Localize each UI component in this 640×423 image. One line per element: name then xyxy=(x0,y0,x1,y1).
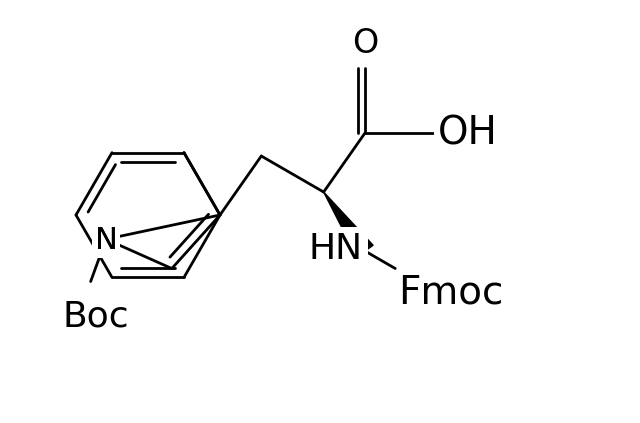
Text: OH: OH xyxy=(438,114,498,152)
Text: N: N xyxy=(95,226,117,255)
Polygon shape xyxy=(324,192,373,257)
Text: HN: HN xyxy=(309,232,363,266)
Text: N: N xyxy=(95,226,117,255)
Text: Boc: Boc xyxy=(62,299,129,333)
Text: O: O xyxy=(352,27,378,60)
Text: Fmoc: Fmoc xyxy=(398,274,504,311)
